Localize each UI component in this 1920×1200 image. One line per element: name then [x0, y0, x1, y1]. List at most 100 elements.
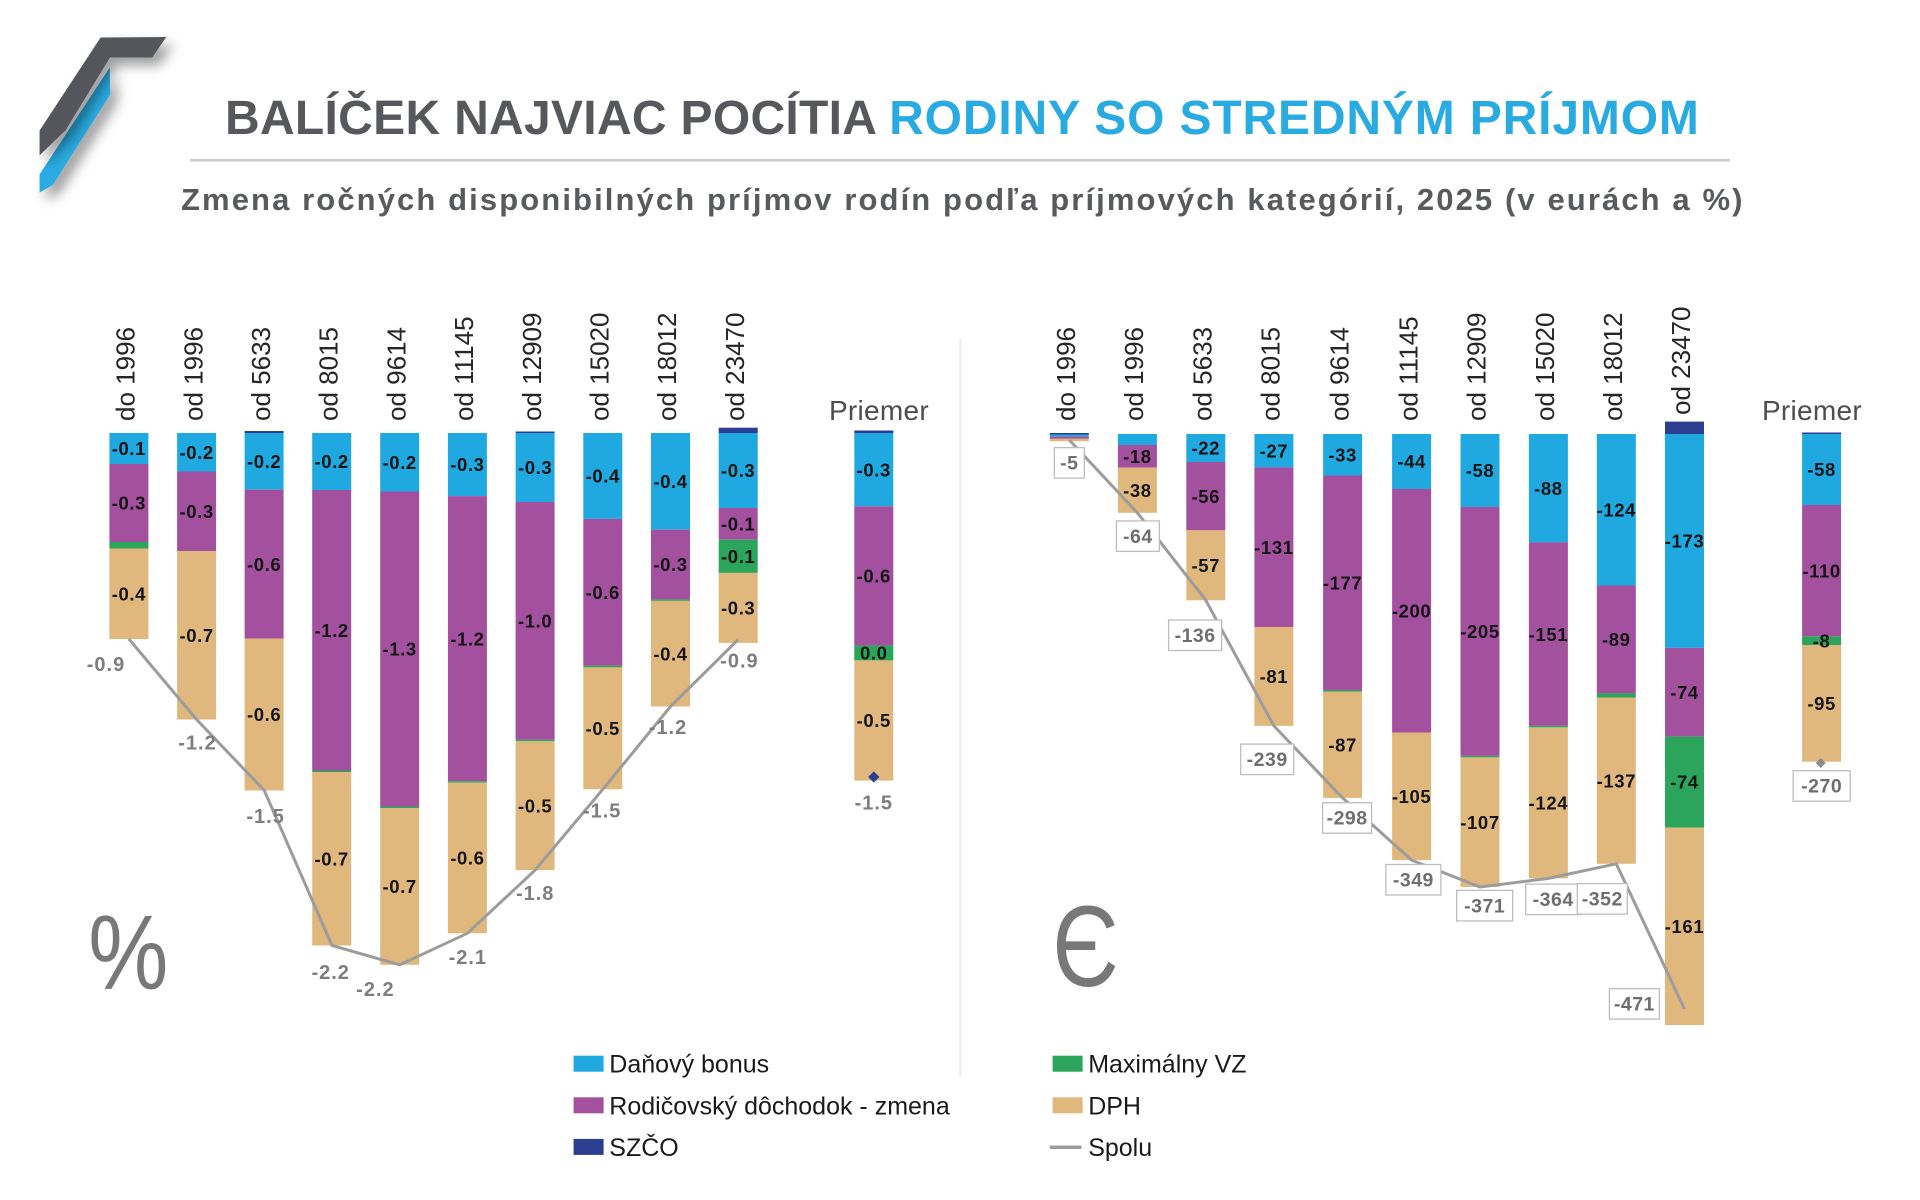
svg-text:-2.2: -2.2: [311, 962, 349, 984]
svg-text:-364: -364: [1533, 889, 1574, 911]
svg-text:-0.5: -0.5: [518, 795, 552, 816]
svg-text:-0.2: -0.2: [179, 442, 213, 463]
svg-text:-58: -58: [1466, 460, 1495, 481]
svg-text:-173: -173: [1665, 531, 1704, 552]
svg-text:-349: -349: [1393, 870, 1434, 892]
svg-text:-298: -298: [1327, 808, 1368, 830]
svg-text:-0.6: -0.6: [247, 554, 281, 575]
svg-text:od 1996: od 1996: [178, 327, 208, 421]
svg-text:SZČO: SZČO: [609, 1133, 678, 1162]
svg-text:-0.6: -0.6: [857, 566, 891, 587]
svg-text:-1.5: -1.5: [246, 806, 284, 828]
svg-text:od 9614: od 9614: [1324, 327, 1354, 421]
svg-text:-107: -107: [1460, 812, 1499, 833]
svg-text:od 11145: od 11145: [1393, 316, 1423, 421]
svg-text:Maximálny VZ: Maximálny VZ: [1088, 1051, 1246, 1079]
svg-text:-161: -161: [1665, 916, 1704, 937]
svg-text:-44: -44: [1397, 451, 1426, 472]
svg-text:-0.9: -0.9: [87, 654, 125, 676]
svg-text:od 15020: od 15020: [585, 313, 615, 421]
svg-text:-105: -105: [1392, 786, 1431, 807]
svg-text:-74: -74: [1670, 772, 1699, 793]
svg-text:-0.2: -0.2: [247, 451, 281, 472]
svg-text:-18: -18: [1123, 446, 1152, 467]
svg-text:-74: -74: [1670, 682, 1699, 703]
svg-text:-1.2: -1.2: [178, 733, 216, 755]
svg-text:-0.5: -0.5: [586, 718, 620, 739]
svg-text:-352: -352: [1582, 889, 1623, 911]
svg-text:%: %: [88, 893, 168, 1012]
svg-text:-0.6: -0.6: [247, 704, 281, 725]
svg-text:-1.0: -1.0: [518, 611, 552, 632]
svg-text:-1.3: -1.3: [383, 639, 417, 660]
svg-text:-0.4: -0.4: [112, 583, 146, 604]
svg-text:do 1996: do 1996: [111, 327, 141, 421]
svg-text:-1.2: -1.2: [649, 717, 687, 739]
svg-text:-0.9: -0.9: [720, 650, 758, 672]
svg-text:-110: -110: [1802, 560, 1840, 581]
svg-text:od 9614: od 9614: [381, 327, 411, 421]
svg-text:od 8015: od 8015: [314, 327, 344, 421]
svg-text:od 12909: od 12909: [1462, 313, 1492, 421]
svg-text:od 23470: od 23470: [1666, 307, 1696, 415]
svg-text:od 1996: od 1996: [1119, 327, 1149, 421]
svg-text:-87: -87: [1328, 734, 1357, 755]
svg-text:Zmena ročných disponibilných p: Zmena ročných disponibilných príjmov rod…: [181, 182, 1745, 217]
svg-text:od 18012: od 18012: [1598, 313, 1628, 421]
svg-text:-2.1: -2.1: [449, 947, 487, 969]
svg-text:od 5633: od 5633: [1188, 327, 1218, 421]
svg-text:-1.2: -1.2: [315, 620, 349, 641]
svg-text:-33: -33: [1328, 444, 1357, 465]
svg-text:-57: -57: [1192, 555, 1221, 576]
svg-text:-0.7: -0.7: [315, 848, 349, 869]
svg-text:-0.2: -0.2: [315, 451, 349, 472]
svg-text:-64: -64: [1123, 526, 1153, 548]
svg-text:-239: -239: [1247, 749, 1288, 771]
svg-text:do 1996: do 1996: [1051, 327, 1081, 421]
svg-text:-0.6: -0.6: [586, 582, 620, 603]
svg-text:-0.3: -0.3: [653, 554, 687, 575]
svg-text:-471: -471: [1614, 994, 1655, 1016]
svg-text:od 11145: od 11145: [449, 316, 479, 421]
svg-text:-0.1: -0.1: [721, 514, 755, 535]
svg-text:-0.6: -0.6: [450, 848, 484, 869]
svg-text:-124: -124: [1529, 793, 1569, 814]
svg-text:-1.2: -1.2: [450, 628, 484, 649]
svg-text:-1.5: -1.5: [583, 800, 621, 822]
svg-text:Rodičovský dôchodok - zmena: Rodičovský dôchodok - zmena: [609, 1092, 950, 1120]
svg-text:-22: -22: [1192, 438, 1221, 459]
svg-text:-56: -56: [1192, 486, 1221, 507]
svg-text:-58: -58: [1807, 459, 1836, 480]
svg-text:-0.3: -0.3: [857, 459, 891, 480]
svg-text:-1.5: -1.5: [855, 793, 893, 815]
svg-text:od 15020: od 15020: [1530, 313, 1560, 421]
svg-text:DPH: DPH: [1088, 1092, 1141, 1120]
svg-text:-88: -88: [1534, 478, 1563, 499]
svg-text:od 8015: od 8015: [1256, 327, 1286, 421]
svg-text:-177: -177: [1323, 572, 1362, 593]
svg-text:-371: -371: [1464, 895, 1505, 917]
svg-text:Spolu: Spolu: [1088, 1134, 1152, 1162]
svg-text:od 5633: od 5633: [246, 327, 276, 421]
svg-text:-81: -81: [1260, 666, 1289, 687]
svg-text:Priemer: Priemer: [829, 395, 929, 426]
svg-text:-0.7: -0.7: [383, 876, 417, 897]
svg-text:-200: -200: [1392, 600, 1431, 621]
svg-text:-0.2: -0.2: [383, 452, 417, 473]
svg-text:0.0: 0.0: [860, 643, 888, 664]
svg-text:-0.7: -0.7: [179, 625, 213, 646]
svg-text:-136: -136: [1175, 625, 1216, 647]
svg-text:od 12909: od 12909: [517, 313, 547, 421]
svg-text:-124: -124: [1597, 499, 1637, 520]
svg-text:od 18012: od 18012: [652, 313, 682, 421]
svg-text:Є: Є: [1052, 883, 1118, 1011]
svg-text:BALÍČEK NAJVIAC POCÍTIA RODINY: BALÍČEK NAJVIAC POCÍTIA RODINY SO STREDN…: [225, 90, 1700, 145]
svg-text:-95: -95: [1807, 693, 1836, 714]
svg-text:-137: -137: [1597, 770, 1636, 791]
svg-text:-0.3: -0.3: [721, 598, 755, 619]
svg-text:-0.3: -0.3: [450, 454, 484, 475]
svg-text:-27: -27: [1260, 440, 1289, 461]
svg-text:-2.2: -2.2: [356, 979, 394, 1001]
svg-text:Daňový bonus: Daňový bonus: [609, 1051, 769, 1079]
svg-text:-38: -38: [1123, 480, 1152, 501]
